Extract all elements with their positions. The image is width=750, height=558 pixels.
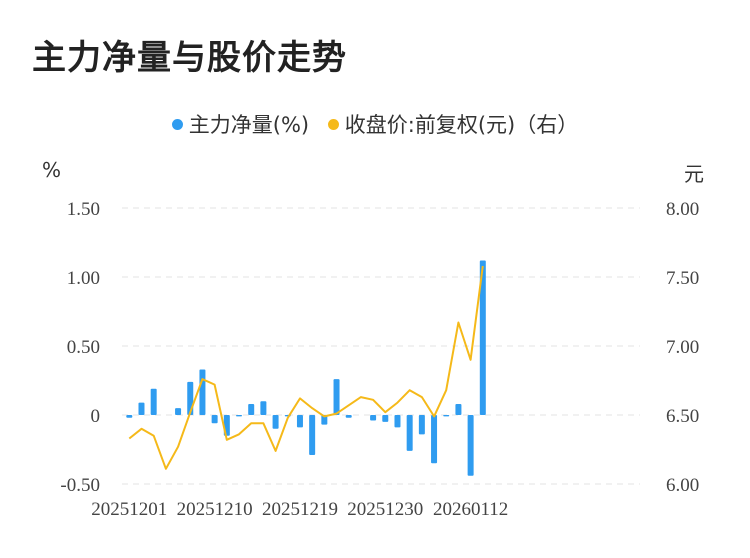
bar <box>296 415 303 428</box>
chart-title: 主力净量与股价走势 <box>32 38 347 78</box>
bar <box>272 415 279 429</box>
bar <box>455 403 462 415</box>
line-series-marker <box>327 118 339 130</box>
x-tick-label: 20260112 <box>433 499 508 520</box>
bar <box>345 415 352 418</box>
x-tick-label: 20251210 <box>177 499 253 520</box>
y-left-tick-label: -0.50 <box>60 475 100 496</box>
y-right-tick-label: 8.00 <box>666 199 699 220</box>
bar <box>309 415 316 456</box>
legend: 主力净量(%) 收盘价:前复权(元)（右） <box>0 109 750 139</box>
bar <box>126 415 133 418</box>
bar <box>199 369 206 415</box>
legend-label-main-force: 主力净量(%) <box>188 113 310 137</box>
legend-item-close-price[interactable]: 收盘价:前复权(元)（右） <box>327 109 579 139</box>
bar-series-marker <box>171 118 183 130</box>
bar <box>418 415 425 435</box>
left-axis-unit: % <box>42 158 62 182</box>
bar <box>260 401 267 415</box>
price-line <box>128 265 484 470</box>
bar <box>333 379 340 415</box>
y-right-tick-label: 6.50 <box>666 406 699 427</box>
bar <box>479 260 486 415</box>
bar <box>431 415 438 464</box>
bar <box>394 415 401 428</box>
bar <box>236 415 243 417</box>
bar <box>382 415 389 422</box>
x-tick-label: 20251201 <box>91 499 167 520</box>
y-right-tick-label: 6.00 <box>666 475 699 496</box>
bar <box>467 415 474 476</box>
bar <box>150 388 157 415</box>
bar <box>443 415 450 417</box>
y-left-tick-label: 1.00 <box>67 268 100 289</box>
bar <box>211 415 218 424</box>
x-tick-label: 20251230 <box>347 499 423 520</box>
y-left-tick-label: 0.50 <box>67 337 100 358</box>
y-right-tick-label: 7.50 <box>666 268 699 289</box>
bar <box>321 415 328 425</box>
right-axis-unit: 元 <box>684 162 704 186</box>
y-left-tick-label: 1.50 <box>67 199 100 220</box>
bar <box>175 408 182 415</box>
bar <box>370 415 377 421</box>
bar <box>138 402 145 415</box>
bar <box>406 415 413 451</box>
y-right-tick-label: 7.00 <box>666 337 699 358</box>
x-tick-label: 20251219 <box>262 499 338 520</box>
y-left-tick-label: 0 <box>91 406 101 427</box>
legend-label-close-price: 收盘价:前复权(元)（右） <box>344 113 579 137</box>
bar <box>248 403 255 415</box>
legend-item-main-force[interactable]: 主力净量(%) <box>171 109 310 139</box>
